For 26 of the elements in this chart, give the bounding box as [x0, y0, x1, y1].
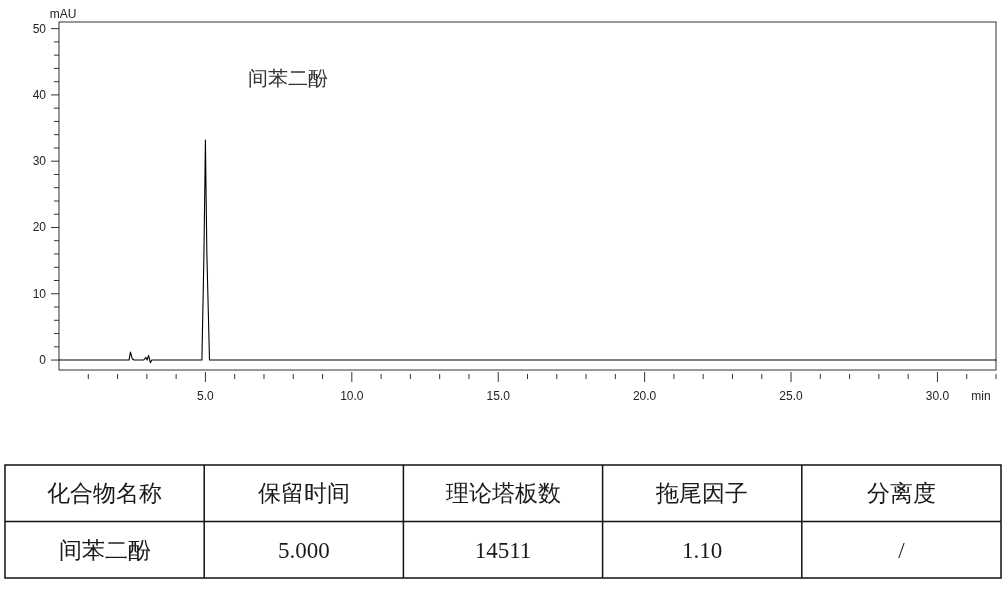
category-label: 拖尾因子: [655, 480, 749, 506]
category-label: 化合物名称: [47, 480, 163, 506]
y-tick-label: 30: [32, 154, 47, 169]
x-tick-label: 20.0: [632, 389, 657, 403]
y-tick-label: 40: [32, 87, 47, 102]
text: /: [898, 537, 906, 563]
y-tick-label: 20: [32, 220, 47, 235]
y-tick-label: 10: [32, 286, 47, 301]
x-tick-label: 10.0: [340, 389, 364, 403]
x-tick-label: 25.0: [779, 389, 804, 403]
text: 5.000: [277, 537, 330, 563]
annotation: 间苯二酚: [248, 67, 329, 89]
y-tick-label: 50: [32, 21, 47, 36]
y-axis-title: mAU: [49, 7, 77, 21]
text: 1.10: [682, 537, 723, 563]
x-axis-title: min: [971, 389, 991, 403]
y-tick-label: 0: [39, 353, 47, 368]
text: 14511: [474, 537, 532, 563]
category-label: 分离度: [866, 480, 936, 506]
x-tick-label: 5.0: [197, 389, 215, 403]
x-tick-label: 30.0: [925, 389, 950, 403]
x-tick-label: 15.0: [486, 389, 511, 403]
category-label: 理论塔板数: [445, 480, 561, 506]
line-series: [58, 139, 997, 364]
category-label: 保留时间: [257, 480, 350, 506]
text: 间苯二酚: [58, 537, 151, 563]
